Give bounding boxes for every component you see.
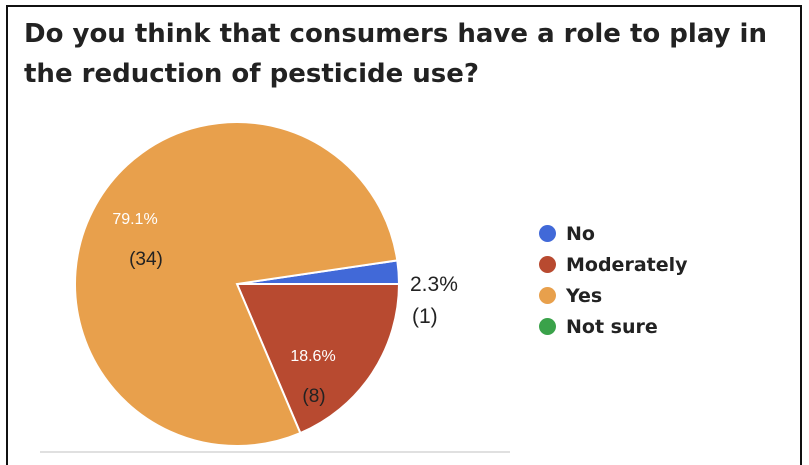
legend-label-no: No xyxy=(566,222,595,245)
legend-swatch-moderately xyxy=(539,256,556,273)
divider xyxy=(40,451,510,453)
data-label-no-percent: 2.3% xyxy=(410,273,458,296)
legend-item-no: No xyxy=(539,218,688,249)
slice-moderately xyxy=(235,283,401,435)
legend-item-not-sure: Not sure xyxy=(539,311,688,342)
legend-item-yes: Yes xyxy=(539,280,688,311)
legend-label-yes: Yes xyxy=(566,284,603,307)
legend-item-moderately: Moderately xyxy=(539,249,688,280)
legend-swatch-no xyxy=(539,225,556,242)
slice-yes xyxy=(74,121,399,447)
legend-swatch-yes xyxy=(539,287,556,304)
legend-swatch-not-sure xyxy=(539,318,556,335)
data-label-moderately-percent: 18.6% xyxy=(290,348,335,365)
legend-label-not-sure: Not sure xyxy=(566,315,658,338)
data-label-moderately-count: (8) xyxy=(302,386,325,407)
data-label-no-count: (1) xyxy=(412,305,438,328)
data-label-yes-percent: 79.1% xyxy=(112,211,157,228)
chart-title: Do you think that consumers have a role … xyxy=(24,19,767,89)
legend: No Moderately Yes Not sure xyxy=(539,218,688,342)
data-label-yes-count: (34) xyxy=(129,249,163,270)
legend-label-moderately: Moderately xyxy=(566,253,688,276)
